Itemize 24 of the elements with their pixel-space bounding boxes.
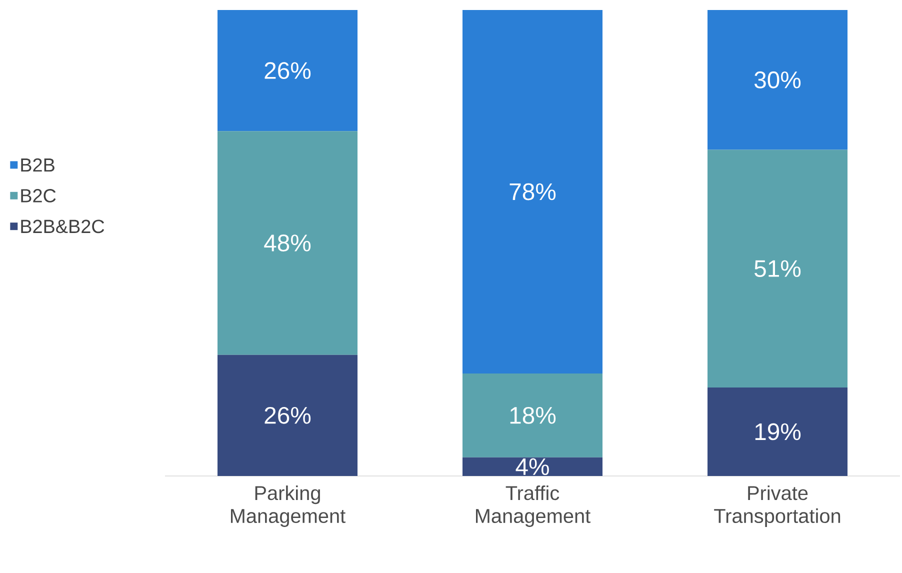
data-label: 26% xyxy=(264,62,311,80)
data-label: 19% xyxy=(755,423,801,440)
x-tick-label: Traffic Management xyxy=(476,486,590,527)
bar xyxy=(708,150,848,388)
data-label: 48% xyxy=(264,234,311,252)
legend-label: B2B xyxy=(21,158,54,172)
bar xyxy=(462,373,603,458)
data-label: 51% xyxy=(754,260,801,278)
data-label: 26% xyxy=(264,406,311,424)
data-label: 4% xyxy=(516,458,549,476)
x-tick-label: Parking Management xyxy=(230,486,346,527)
bar xyxy=(218,10,358,132)
bar xyxy=(708,10,848,150)
bar xyxy=(708,387,848,476)
data-label: 78% xyxy=(510,183,556,200)
legend-label: B2B&B2C xyxy=(21,220,104,234)
bar xyxy=(218,131,358,355)
bar xyxy=(462,10,603,374)
bar xyxy=(218,354,358,476)
bar xyxy=(462,457,603,476)
legend-label: B2C xyxy=(21,189,56,202)
x-tick-label: Private Transportation xyxy=(714,486,840,527)
data-label: 18% xyxy=(510,406,556,424)
data-label: 30% xyxy=(754,71,801,88)
